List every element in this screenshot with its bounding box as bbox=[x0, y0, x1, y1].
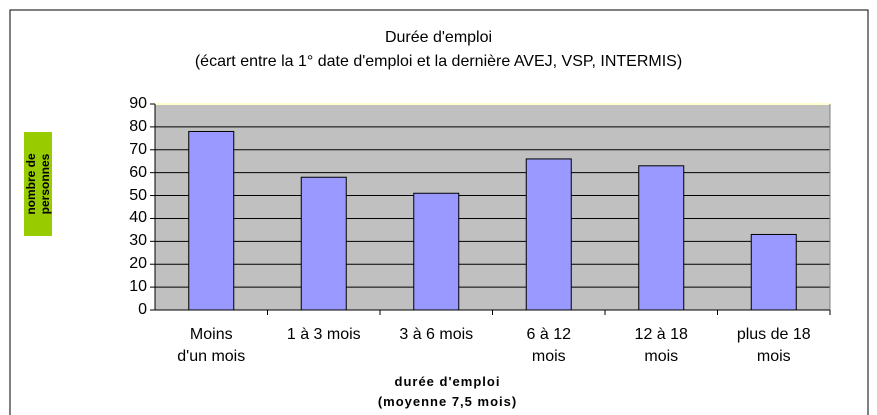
plot-area bbox=[155, 104, 830, 310]
x-tick-label: 6 à 12 mois bbox=[526, 326, 571, 365]
y-tick-label: 40 bbox=[129, 209, 147, 227]
bar bbox=[188, 130, 235, 311]
chart-subtitle: (écart entre la 1° date d'emploi et la d… bbox=[194, 53, 683, 70]
chart-title: Durée d'emploi bbox=[384, 29, 493, 46]
y-tick-label: 60 bbox=[129, 163, 147, 181]
y-tick-label: 0 bbox=[138, 301, 147, 318]
x-tick-label: 3 à 6 mois bbox=[399, 326, 474, 343]
x-tick-label: Moins d'un mois bbox=[177, 326, 246, 365]
bar bbox=[413, 192, 460, 311]
bar bbox=[525, 158, 572, 311]
bar bbox=[300, 176, 347, 311]
y-tick-label: 10 bbox=[129, 278, 147, 296]
x-tick-label: 12 à 18 mois bbox=[634, 326, 688, 365]
y-tick-label: 70 bbox=[129, 140, 147, 158]
x-tick-label: plus de 18 mois bbox=[736, 326, 811, 365]
x-tick-label: 1 à 3 mois bbox=[286, 326, 361, 343]
y-tick-label: 80 bbox=[129, 117, 147, 135]
y-tick-label: 50 bbox=[129, 186, 147, 204]
y-tick-label: 20 bbox=[129, 255, 147, 273]
y-axis-label: nombre de personnes bbox=[24, 132, 52, 236]
bar bbox=[638, 165, 685, 311]
x-axis-label: durée d'emploi (moyenne 7,5 mois) bbox=[377, 374, 518, 409]
y-tick-label: 30 bbox=[129, 232, 147, 250]
bar bbox=[750, 233, 797, 311]
y-tick-label: 90 bbox=[129, 95, 147, 112]
